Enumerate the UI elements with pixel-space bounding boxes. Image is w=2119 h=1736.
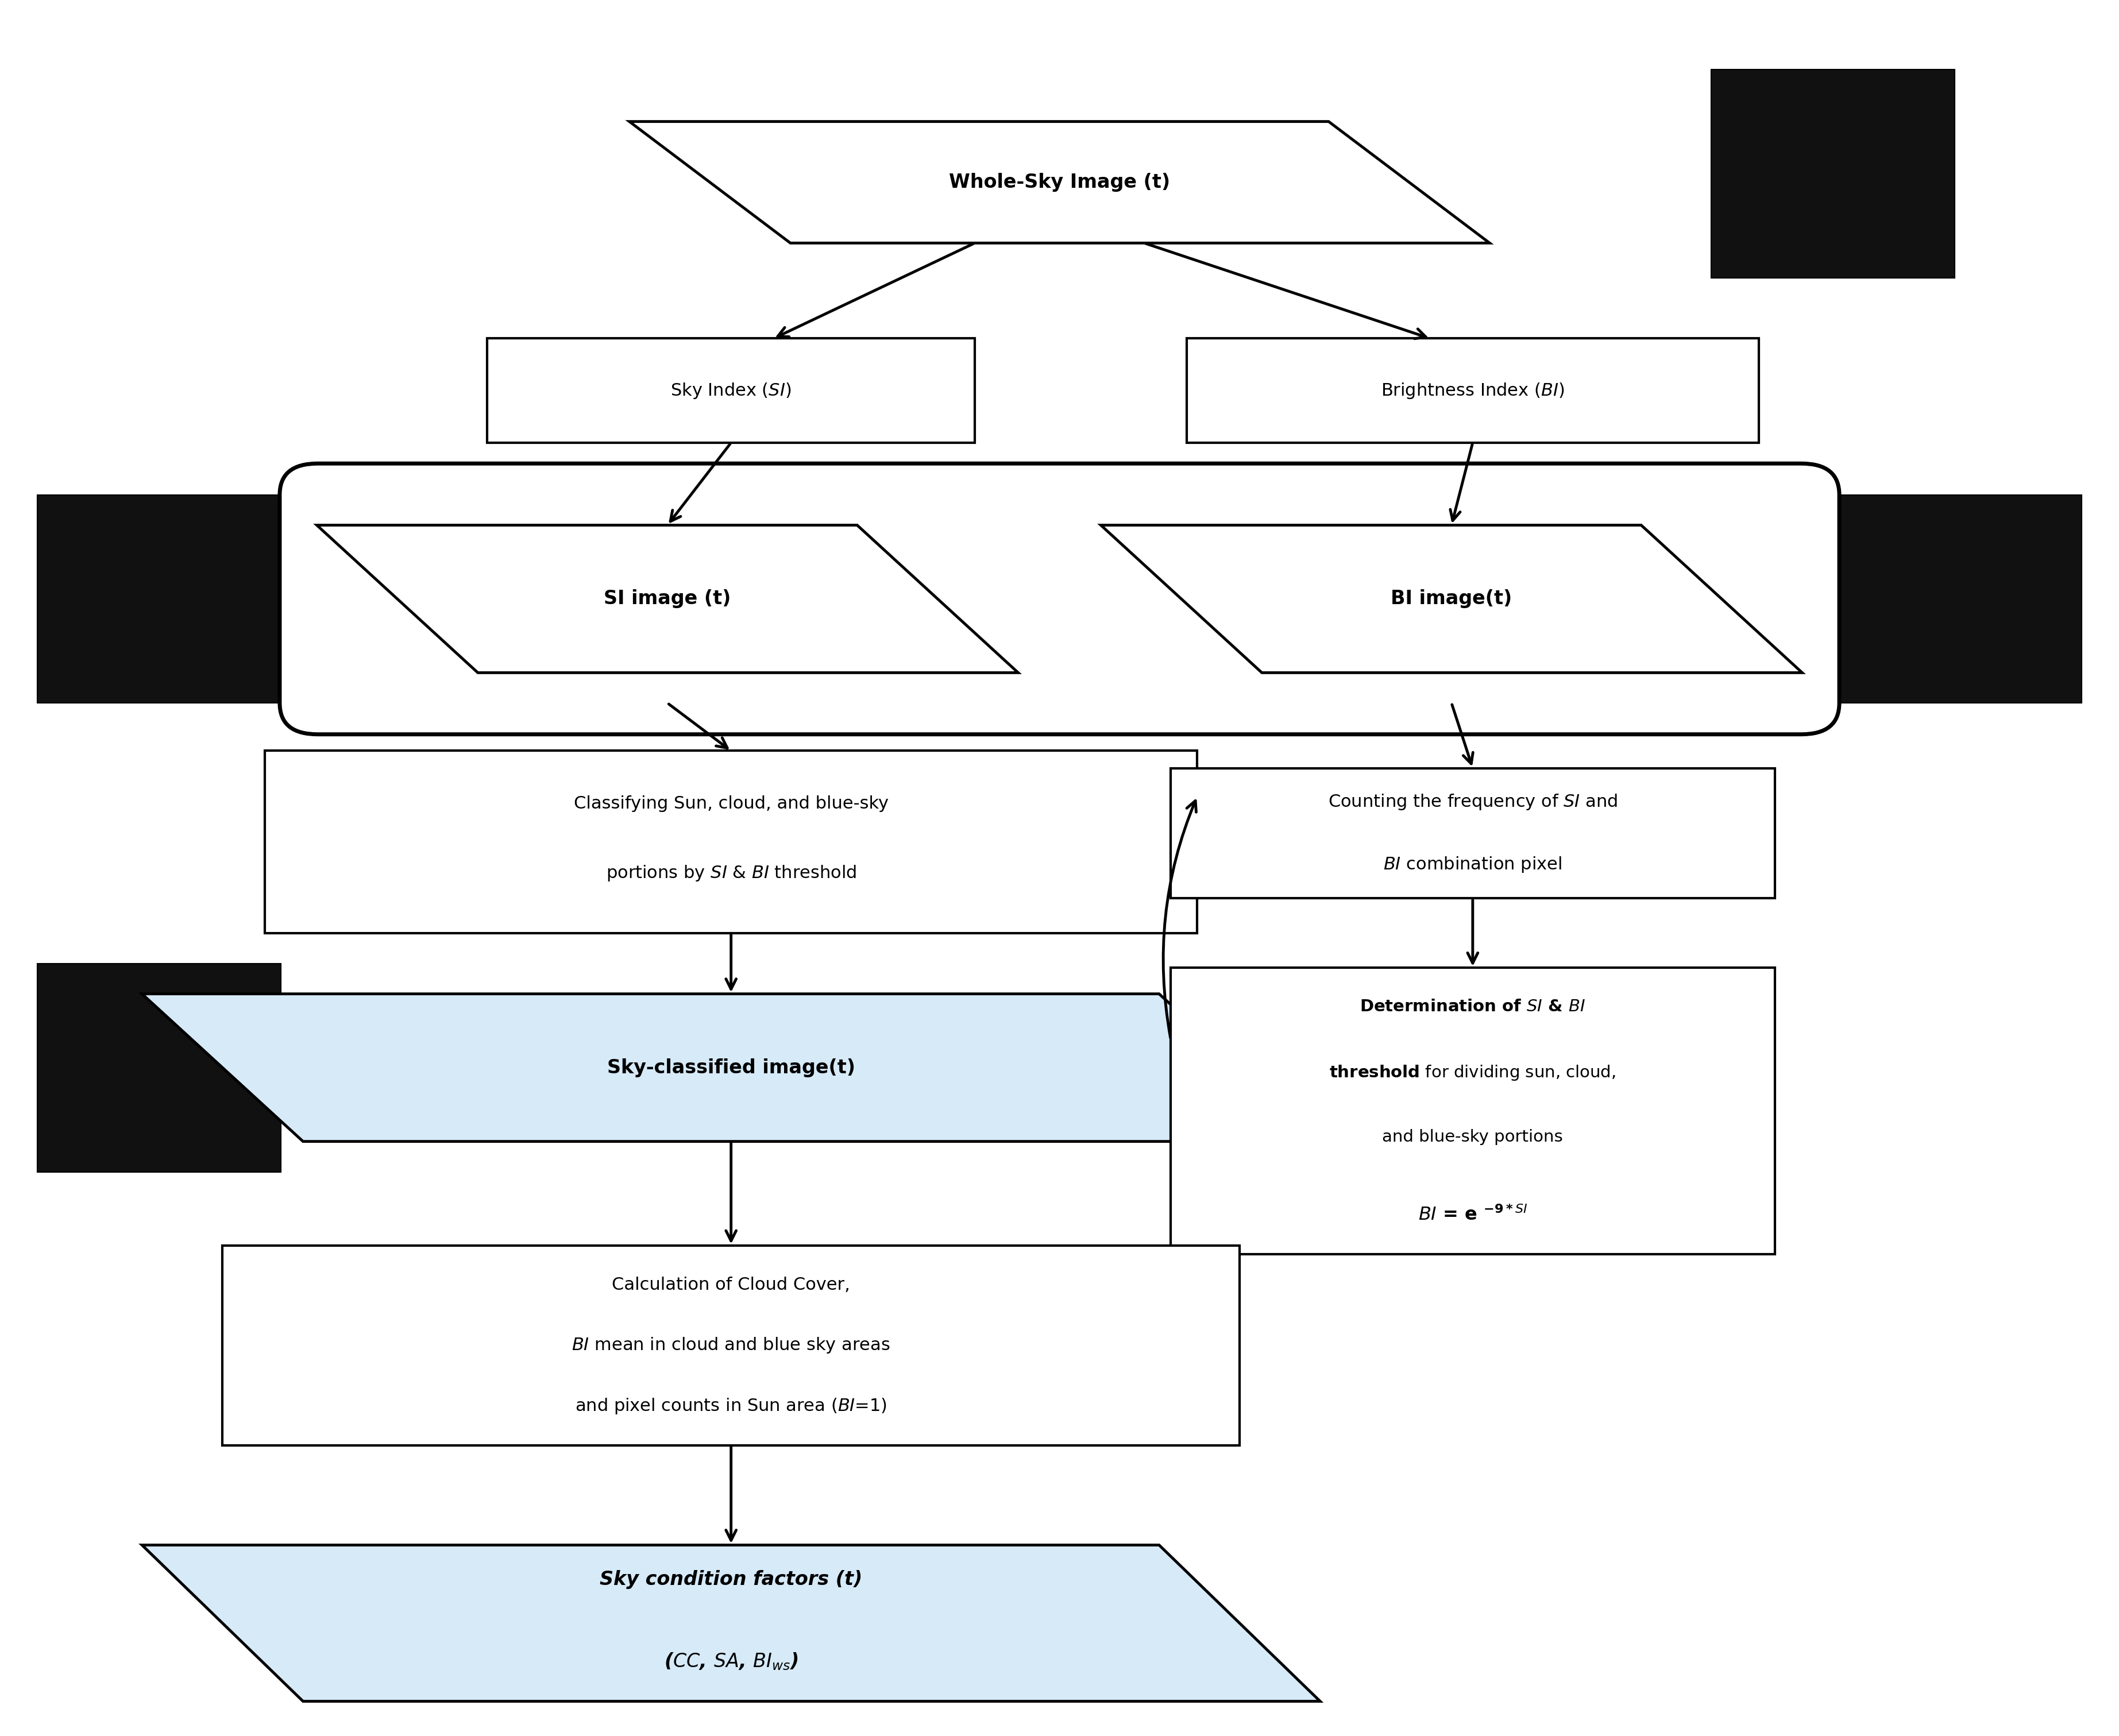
FancyBboxPatch shape	[36, 495, 280, 703]
FancyBboxPatch shape	[36, 963, 280, 1172]
Polygon shape	[318, 524, 1017, 672]
Polygon shape	[629, 122, 1490, 243]
FancyBboxPatch shape	[1187, 339, 1759, 443]
Text: BI image(t): BI image(t)	[1390, 590, 1513, 608]
FancyBboxPatch shape	[1837, 495, 2081, 703]
Text: Counting the frequency of $\mathit{SI}$ and: Counting the frequency of $\mathit{SI}$ …	[1329, 793, 1617, 811]
FancyBboxPatch shape	[265, 750, 1197, 934]
Polygon shape	[142, 1545, 1320, 1701]
Text: Sky condition factors (t): Sky condition factors (t)	[600, 1571, 862, 1588]
Text: $\mathbf{threshold}$ for dividing sun, cloud,: $\mathbf{threshold}$ for dividing sun, c…	[1329, 1064, 1617, 1082]
Polygon shape	[1102, 524, 1801, 672]
FancyBboxPatch shape	[280, 464, 1839, 734]
Text: SI image (t): SI image (t)	[604, 590, 731, 608]
Text: Sky-classified image(t): Sky-classified image(t)	[606, 1059, 856, 1076]
Text: portions by $\mathbf{\mathit{SI}}$ & $\mathbf{\mathit{BI}}$ threshold: portions by $\mathbf{\mathit{SI}}$ & $\m…	[606, 865, 856, 882]
Text: Sky Index ($\mathit{SI}$): Sky Index ($\mathit{SI}$)	[670, 382, 793, 399]
Text: $\mathit{BI}$ combination pixel: $\mathit{BI}$ combination pixel	[1384, 856, 1562, 873]
Text: $\mathbf{\mathit{BI}}$ = $\mathbf{e}$ $^{\mathbf{-9*\mathit{SI}}}$: $\mathbf{\mathit{BI}}$ = $\mathbf{e}$ $^…	[1418, 1207, 1528, 1224]
FancyBboxPatch shape	[1170, 767, 1774, 899]
FancyBboxPatch shape	[1710, 69, 1954, 278]
FancyBboxPatch shape	[1170, 967, 1774, 1253]
Text: and pixel counts in Sun area ($\mathit{BI}$=1): and pixel counts in Sun area ($\mathit{B…	[574, 1397, 888, 1415]
FancyBboxPatch shape	[487, 339, 975, 443]
Text: and blue-sky portions: and blue-sky portions	[1382, 1128, 1564, 1146]
Text: Brightness Index ($\mathit{BI}$): Brightness Index ($\mathit{BI}$)	[1382, 382, 1564, 399]
Text: Determination of $\mathbf{\mathit{SI}}$ & $\mathbf{\mathit{BI}}$: Determination of $\mathbf{\mathit{SI}}$ …	[1360, 998, 1585, 1016]
Text: $\mathit{BI}$ mean in cloud and blue sky areas: $\mathit{BI}$ mean in cloud and blue sky…	[572, 1337, 890, 1354]
Text: Whole-Sky Image (t): Whole-Sky Image (t)	[949, 174, 1170, 191]
Text: ($\mathbf{\mathit{CC}}$, $\mathbf{\mathit{SA}}$, $\mathbf{\mathit{BI}}_{\mathbf{: ($\mathbf{\mathit{CC}}$, $\mathbf{\mathi…	[663, 1651, 799, 1672]
Polygon shape	[142, 993, 1320, 1142]
Text: Classifying Sun, cloud, and blue-sky: Classifying Sun, cloud, and blue-sky	[574, 795, 888, 812]
Text: Calculation of Cloud Cover,: Calculation of Cloud Cover,	[612, 1276, 850, 1293]
FancyBboxPatch shape	[222, 1246, 1240, 1444]
